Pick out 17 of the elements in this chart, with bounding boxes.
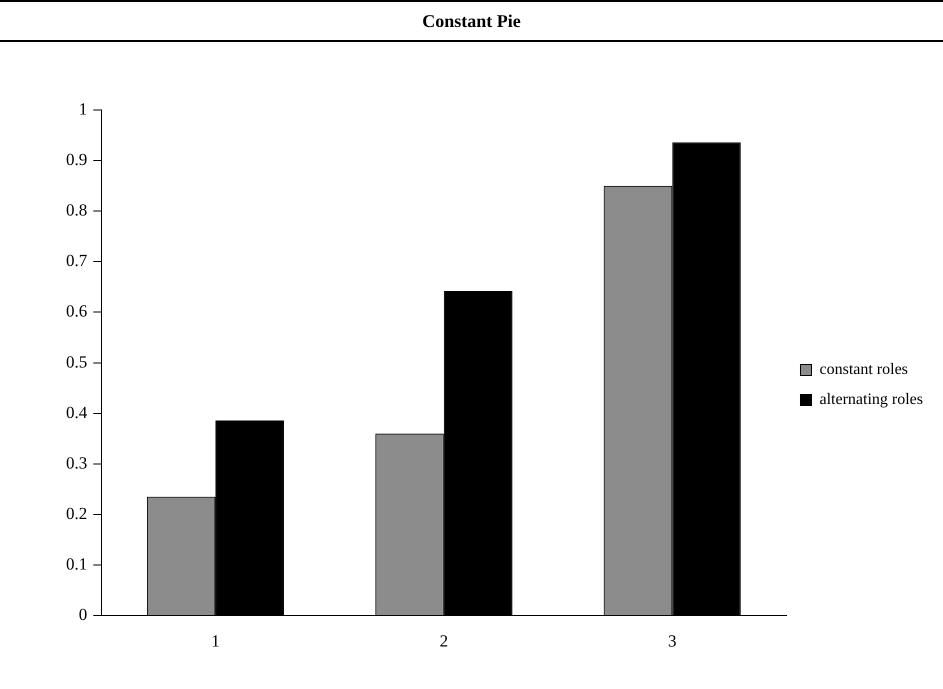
legend-label: constant roles	[819, 361, 908, 378]
y-tick-label: 0	[78, 605, 88, 624]
y-tick-label: 0.6	[66, 302, 88, 321]
y-tick-label: 0.8	[66, 200, 88, 220]
y-tick-label: 0.3	[66, 453, 88, 472]
chart-title: Constant Pie	[0, 0, 943, 42]
y-tick-label: 1	[78, 99, 88, 118]
y-tick-label: 0.1	[66, 554, 88, 574]
y-tick-label: 0.2	[66, 504, 88, 523]
y-tick-label: 0.9	[66, 150, 88, 170]
x-tick-label: 3	[668, 631, 677, 650]
y-tick-label: 0.5	[66, 352, 88, 372]
x-tick-label: 2	[440, 631, 448, 650]
x-tick-label: 1	[211, 631, 220, 650]
legend-label: alternating roles	[819, 391, 923, 408]
y-tick-label: 0.7	[66, 251, 88, 270]
y-tick-label: 0.4	[66, 402, 88, 422]
